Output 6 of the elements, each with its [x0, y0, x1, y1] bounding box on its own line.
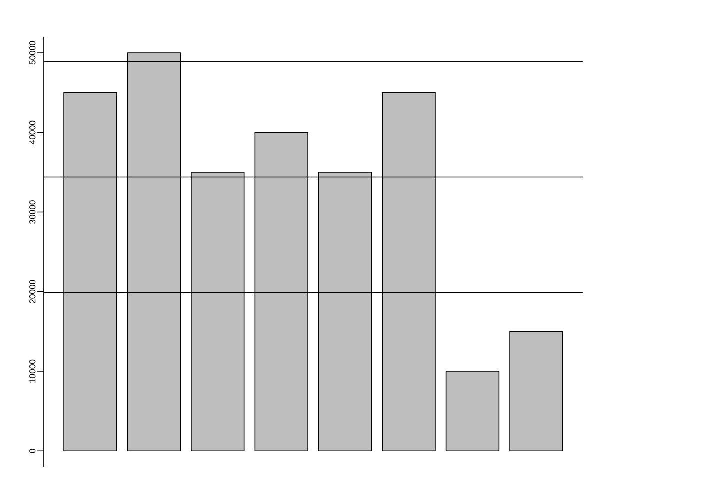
y-tick-label: 30000: [30, 200, 36, 224]
y-tick-label: 40000: [30, 120, 36, 144]
y-tick-label: 10000: [30, 360, 36, 383]
y-tick-label: 50000: [30, 41, 36, 65]
y-tick-label: 0: [30, 449, 36, 454]
y-tick-label: 20000: [30, 280, 36, 304]
